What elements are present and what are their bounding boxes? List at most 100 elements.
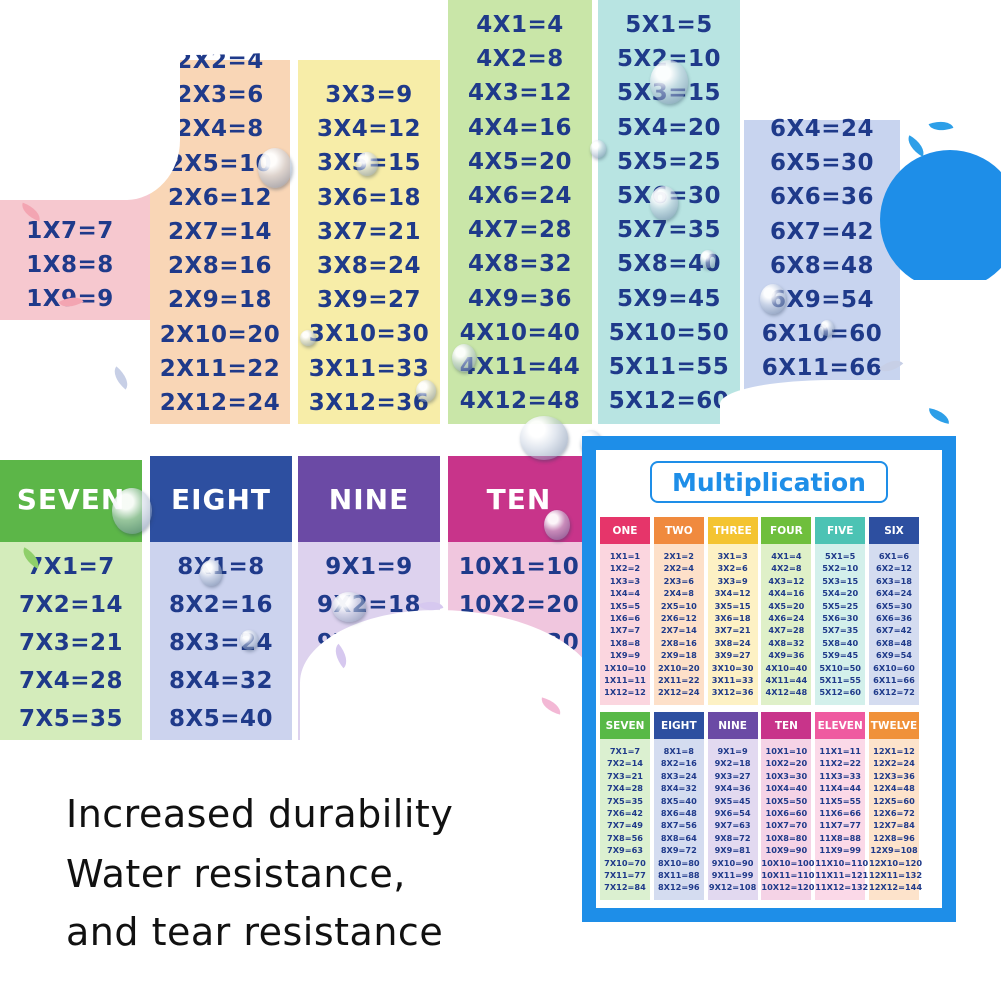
poster-equation: 5X5=25: [822, 600, 859, 611]
poster-equation: 8X12=96: [657, 882, 700, 893]
bg-equation: 2X9=18: [167, 287, 273, 314]
poster-equation: 6X10=60: [873, 662, 915, 673]
poster-equation: 3X7=21: [714, 625, 751, 636]
water-drop: [356, 152, 378, 176]
poster-equation: 5X11=55: [819, 674, 862, 685]
poster-column-header: TWELVE: [869, 712, 919, 739]
poster-equation: 11X3=33: [819, 770, 862, 781]
poster-equation: 11X5=55: [819, 795, 862, 806]
poster-column-six: SIX 6X1=6 6X2=12 6X3=18 6X4=24 6X5=30 6X6=36 6X…: [869, 517, 919, 705]
poster-equation: 12X2=24: [873, 758, 915, 769]
poster-equation: 5X7=35: [822, 625, 859, 636]
bg-equation: 1X8=8: [26, 252, 114, 279]
poster-inner: Multiplication ONE 1X1=1 1X2=2 1X3=3 1X4=4 1X…: [596, 450, 942, 908]
poster-equation: 1X11=11: [604, 674, 646, 685]
bg-equation: 10X1=10: [458, 554, 580, 580]
bg-equation: 2X10=20: [159, 321, 281, 348]
multiplication-poster: Multiplication ONE 1X1=1 1X2=2 1X3=3 1X4=4 1X…: [582, 436, 956, 922]
poster-column-body: 3X1=3 3X2=6 3X3=9 3X4=12 3X5=15 3X6=18 3X7=21 3…: [707, 544, 758, 705]
poster-equation: 9X4=36: [714, 783, 751, 794]
water-drop: [452, 344, 476, 372]
bg-equation: 2X12=24: [159, 389, 281, 416]
poster-equation: 4X7=28: [768, 625, 805, 636]
poster-equation: 11X1=11: [819, 746, 862, 756]
water-drop: [332, 592, 366, 622]
poster-column-ten: TEN 10X1=10 10X2=20 10X3=30 10X4=40 10X5=50 10…: [761, 712, 814, 900]
bg-equation: 2X3=6: [176, 82, 264, 109]
poster-column-body: 1X1=1 1X2=2 1X3=3 1X4=4 1X5=5 1X6=6 1X7=7 1X8=8…: [600, 544, 650, 705]
poster-equation: 3X5=15: [714, 600, 751, 611]
water-drop: [200, 560, 222, 586]
poster-equation: 3X1=3: [717, 551, 748, 561]
bg-equation: 7X3=21: [18, 630, 124, 656]
bg-equation: 9X1=9: [325, 554, 413, 580]
bg-equation: 5X12=60: [608, 388, 730, 415]
water-drop: [650, 186, 678, 220]
poster-column-header: SEVEN: [600, 712, 650, 739]
bg-panel-six: [744, 120, 900, 424]
poster-equation: 2X12=24: [657, 687, 700, 698]
poster-equation: 1X9=9: [609, 650, 641, 661]
poster-equation: 9X3=27: [714, 770, 751, 781]
poster-title: Multiplication: [650, 461, 888, 503]
poster-equation: 10X9=90: [765, 845, 808, 856]
poster-equation: 12X7=84: [873, 820, 915, 831]
bg-equation: 3X12=36: [308, 389, 430, 416]
bg-equation: 4X4=16: [467, 114, 573, 141]
poster-equation: 7X2=14: [607, 758, 643, 769]
poster-equation: 2X10=20: [657, 662, 700, 673]
bg-equation: 5X10=50: [608, 319, 730, 346]
poster-equation: 5X8=40: [822, 637, 859, 648]
bg-equation: 8X5=40: [168, 706, 274, 732]
water-drop: [258, 148, 292, 188]
poster-equation: 4X2=8: [771, 563, 802, 574]
poster-equation: 10X2=20: [765, 758, 808, 769]
poster-equation: 5X6=30: [822, 612, 859, 623]
poster-column-header: ONE: [600, 517, 650, 544]
poster-equation: 7X8=56: [607, 832, 643, 843]
poster-equation: 11X7=77: [819, 820, 862, 831]
poster-column-two: TWO 2X1=2 2X2=4 2X3=6 2X4=8 2X5=10 2X6=12 2X7=1…: [653, 517, 704, 705]
poster-equation: 12X4=48: [873, 783, 915, 794]
poster-column-header: FIVE: [815, 517, 866, 544]
bg-equation: 5X7=35: [616, 217, 722, 244]
poster-equation: 4X9=36: [768, 650, 805, 661]
water-drop: [650, 60, 688, 104]
water-drop: [544, 510, 570, 540]
water-drop: [700, 250, 716, 268]
poster-equation: 1X3=3: [609, 575, 641, 586]
poster-equation: 1X6=6: [609, 612, 641, 623]
poster-equation: 10X4=40: [765, 783, 808, 794]
poster-equation: 9X9=81: [714, 845, 751, 856]
bg-equation: 6X6=36: [769, 184, 875, 211]
poster-equation: 11X10=110: [815, 857, 869, 868]
water-drop: [112, 488, 152, 534]
bg-equation: 4X9=36: [467, 285, 573, 312]
poster-equation: 1X7=7: [609, 625, 641, 636]
bg-col-five: 5X1=55X2=105X3=155X4=205X5=255X6=305X7=3…: [598, 8, 740, 418]
poster-column-one: ONE 1X1=1 1X2=2 1X3=3 1X4=4 1X5=5 1X6=6 1X7=7 1X…: [600, 517, 650, 705]
poster-equation: 5X3=15: [822, 575, 859, 586]
bg-equation: 4X2=8: [476, 46, 564, 73]
caption-line-3: and tear resistance: [66, 910, 444, 954]
poster-column-body: 10X1=10 10X2=20 10X3=30 10X4=40 10X5=50 10X6=…: [761, 739, 814, 900]
poster-equation: 9X8=72: [714, 832, 751, 843]
poster-equation: 2X6=12: [660, 612, 697, 623]
poster-equation: 1X10=10: [604, 662, 646, 673]
poster-equation: 9X2=18: [714, 758, 751, 769]
water-drop: [416, 380, 436, 402]
bg-equation: 3X7=21: [316, 218, 422, 245]
poster-equation: 8X10=80: [657, 857, 700, 868]
bg-equation: 7X2=14: [18, 592, 124, 618]
poster-equation: 7X7=49: [607, 820, 643, 831]
poster-equation: 11X11=121: [815, 869, 869, 880]
poster-equation: 1X2=2: [609, 563, 641, 574]
poster-equation: 1X4=4: [609, 588, 641, 599]
bg-equation: 7X1=7: [27, 554, 115, 580]
poster-equation: 3X9=27: [714, 650, 751, 661]
bg-equation: 4X11=44: [459, 353, 581, 380]
poster-equation: 6X7=42: [876, 625, 912, 636]
poster-equation: 8X7=56: [660, 820, 697, 831]
poster-equation: 1X5=5: [609, 600, 641, 611]
